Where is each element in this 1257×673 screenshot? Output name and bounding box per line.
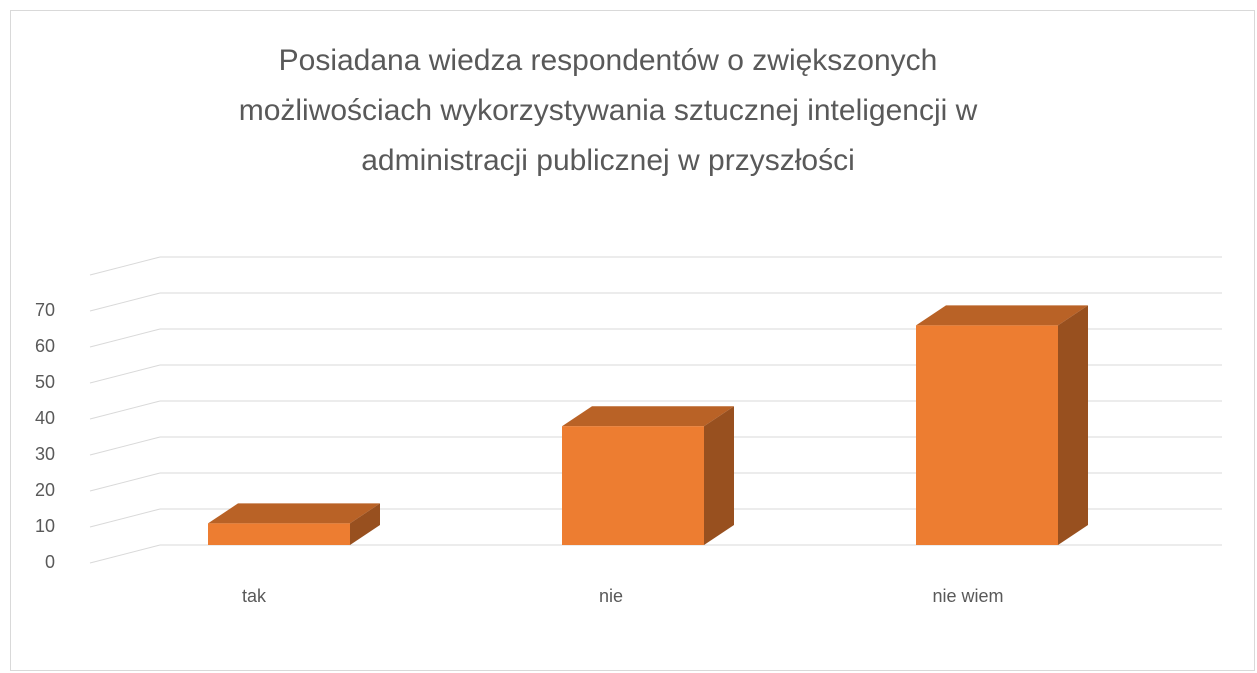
y-tick-label: 60 — [35, 336, 55, 356]
grid-line — [89, 472, 161, 492]
x-tick-label: nie — [599, 586, 623, 606]
wall-edge — [89, 256, 161, 276]
bar-side — [350, 503, 380, 545]
x-tick-label: tak — [242, 586, 267, 606]
bar — [916, 325, 1058, 545]
y-tick-label: 40 — [35, 408, 55, 428]
x-tick-label: nie wiem — [932, 586, 1003, 606]
y-tick-label: 10 — [35, 516, 55, 536]
bar-top — [916, 305, 1088, 326]
y-tick-label: 0 — [45, 552, 55, 572]
bar — [208, 523, 350, 545]
y-tick-label: 30 — [35, 444, 55, 464]
y-tick-label: 20 — [35, 480, 55, 500]
chart-title: Posiadana wiedza respondentów o zwiększo… — [238, 44, 978, 177]
y-tick-label: 70 — [35, 300, 55, 320]
grid-line — [89, 292, 161, 312]
bar-side — [704, 406, 734, 545]
grid-line — [89, 436, 161, 456]
bar-top — [208, 503, 380, 524]
grid-line — [89, 544, 161, 564]
grid-line — [89, 364, 161, 384]
bar — [562, 426, 704, 545]
grid-line — [89, 400, 161, 420]
y-tick-label: 50 — [35, 372, 55, 392]
grid-line — [89, 328, 161, 348]
bar-side — [1058, 305, 1088, 545]
chart-frame — [10, 10, 1255, 671]
grid-line — [89, 508, 161, 528]
bar-top — [562, 406, 734, 427]
